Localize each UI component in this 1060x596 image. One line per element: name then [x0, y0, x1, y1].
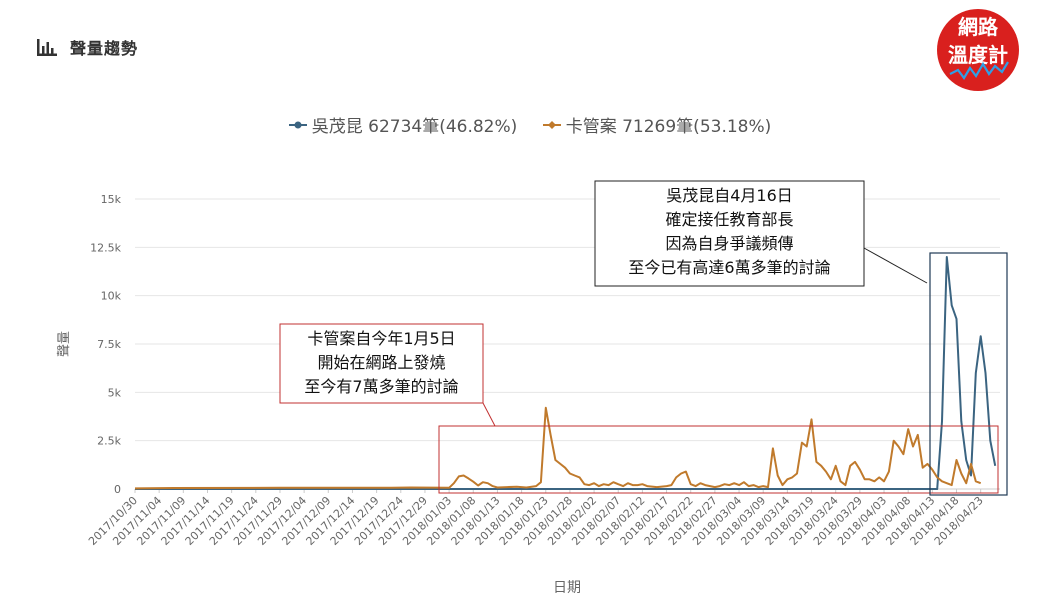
y-tick-label-1: 2.5k — [97, 435, 121, 448]
y-tick-label-3: 7.5k — [97, 338, 121, 351]
y-tick-label-6: 15k — [101, 193, 122, 206]
logo-line-2: 溫度計 — [948, 43, 1008, 67]
y-tick-label-0: 0 — [114, 483, 121, 496]
annotation-left-line-1: 開始在網路上發燒 — [317, 353, 445, 372]
legend-label-1: 卡管案 71269筆(53.18%) — [565, 117, 772, 137]
annotation-right-box — [594, 180, 865, 287]
legend-marker-1 — [542, 120, 561, 129]
annotation-right-line-0: 吳茂昆自4月16日 — [666, 186, 793, 205]
annotation-right-line-1: 確定接任教育部長 — [665, 210, 793, 229]
highlight-box-kaguan — [438, 425, 999, 494]
page-title: 聲量趨勢 — [70, 39, 139, 58]
annotation-left-line-0: 卡管案自今年1月5日 — [307, 329, 455, 348]
chart-legend: 吳茂昆 62734筆(46.82%) 卡管案 71269筆(53.18%) — [0, 112, 1060, 137]
callout-line-right — [863, 247, 928, 284]
legend-item-0[interactable]: 吳茂昆 62734筆(46.82%) — [288, 112, 518, 137]
series-line-1 — [134, 406, 982, 490]
callout-line-left — [482, 402, 496, 427]
logo-signal-line — [949, 61, 1009, 80]
series-line-0 — [135, 256, 997, 490]
annotation-right-line-3: 至今已有高達6萬多筆的討論 — [628, 258, 830, 277]
brand-logo: 網路 溫度計 — [937, 9, 1019, 91]
legend-label-0: 吳茂昆 62734筆(46.82%) — [311, 117, 518, 137]
chart-header: 聲量趨勢 — [36, 34, 138, 60]
legend-item-1[interactable]: 卡管案 71269筆(53.18%) — [542, 112, 772, 137]
y-tick-label-2: 5k — [108, 386, 122, 399]
logo-line-1: 網路 — [958, 15, 999, 39]
bar-chart-icon — [37, 39, 57, 56]
legend-marker-0 — [288, 121, 307, 128]
y-axis-title: 聲量 — [56, 331, 72, 357]
annotation-left-box — [279, 323, 484, 404]
annotation-right-line-2: 因為自身爭議頻傳 — [665, 234, 793, 253]
y-tick-label-5: 12.5k — [90, 241, 121, 254]
y-tick-label-4: 10k — [101, 290, 122, 303]
highlight-box-wu — [929, 252, 1008, 496]
x-axis-title: 日期 — [553, 580, 581, 596]
annotation-left-line-2: 至今有7萬多筆的討論 — [304, 377, 458, 396]
